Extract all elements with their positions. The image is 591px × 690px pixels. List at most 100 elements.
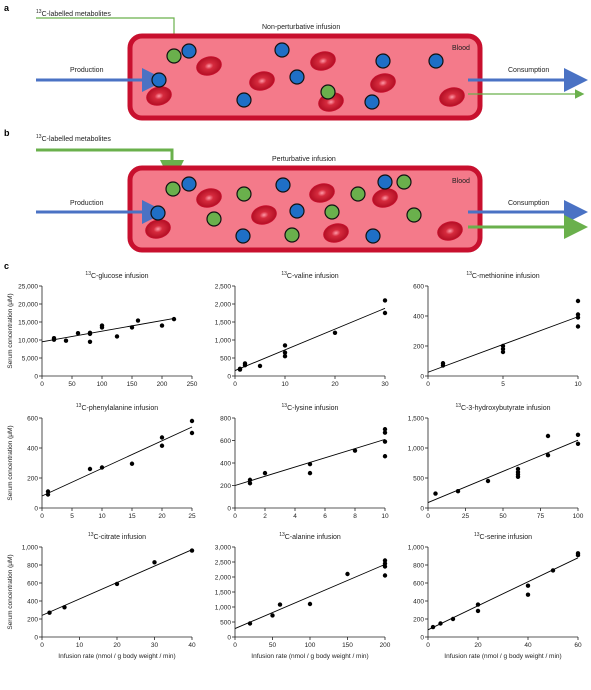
- panel-a: a 13C-labelled metabolites Non-perturbat…: [4, 3, 588, 121]
- data-point: [171, 316, 177, 322]
- y-tick-label: 3,000: [215, 544, 232, 551]
- data-point: [382, 454, 388, 459]
- data-point: [545, 433, 551, 439]
- data-point: [159, 323, 165, 328]
- y-tick-label: 0: [227, 634, 231, 641]
- y-tick-label: 800: [413, 562, 424, 569]
- y-tick-label: 15,000: [18, 319, 38, 326]
- chart-9: 13C-serine infusion 0 200 400 600 800 1,000 0 20…: [408, 532, 582, 660]
- y-tick-label: 800: [220, 415, 231, 422]
- chart-title: 13C-methionine infusion: [466, 271, 539, 280]
- panel-letter-a: a: [4, 3, 10, 13]
- red-blood-cell: [196, 56, 222, 76]
- y-tick-label: 1,000: [408, 544, 425, 551]
- y-tick-label: 2,500: [215, 283, 232, 290]
- x-tick-label: 20: [331, 381, 339, 388]
- x-tick-label: 4: [293, 513, 297, 520]
- x-tick-label: 0: [233, 381, 237, 388]
- y-tick-label: 0: [34, 373, 38, 380]
- data-point: [257, 363, 263, 369]
- green-metabolite-dot: [324, 204, 340, 220]
- data-point: [189, 430, 195, 436]
- x-tick-label: 10: [574, 381, 582, 388]
- x-tick-label: 50: [68, 381, 76, 388]
- chart-6: 13C-3-hydroxybutyrate infusion 0 500 1,000 1…: [408, 403, 584, 520]
- data-point: [152, 560, 157, 565]
- data-point: [382, 427, 388, 432]
- x-tick-label: 5: [501, 381, 505, 388]
- red-blood-cell: [145, 219, 171, 239]
- y-tick-label: 500: [220, 619, 231, 626]
- y-tick-label: 0: [34, 505, 38, 512]
- data-point: [87, 330, 93, 335]
- red-blood-cell: [370, 73, 396, 93]
- x-tick-label: 10: [98, 513, 106, 520]
- blood-vessel-a: [127, 33, 483, 121]
- data-point: [99, 323, 105, 328]
- green-metabolite-dot: [206, 211, 222, 227]
- y-tick-label: 200: [220, 483, 231, 490]
- data-point: [189, 548, 195, 553]
- data-point: [382, 430, 388, 435]
- y-tick-label: 10,000: [18, 337, 38, 344]
- chart-title: 13C-citrate infusion: [88, 532, 146, 541]
- red-blood-cell: [323, 223, 349, 243]
- data-point: [352, 448, 358, 453]
- y-tick-label: 2,000: [215, 301, 232, 308]
- fit-line: [427, 439, 579, 504]
- y-tick-label: 600: [220, 438, 231, 445]
- data-point: [575, 432, 581, 437]
- red-blood-cell: [196, 188, 222, 208]
- data-point: [247, 481, 253, 486]
- green-metabolite-dot: [236, 186, 252, 202]
- data-point: [450, 616, 456, 622]
- x-tick-label: 100: [573, 513, 584, 520]
- y-tick-label: 200: [27, 475, 38, 482]
- data-point: [382, 573, 388, 578]
- data-point: [382, 564, 388, 569]
- red-blood-cell: [146, 86, 172, 106]
- y-tick-label: 400: [220, 460, 231, 467]
- x-tick-label: 40: [188, 642, 196, 649]
- x-tick-label: 20: [474, 642, 482, 649]
- y-tick-label: 1,000: [215, 337, 232, 344]
- data-point: [545, 453, 551, 458]
- data-point: [307, 470, 313, 476]
- blue-metabolite-dot: [235, 228, 251, 244]
- red-blood-cell: [437, 221, 463, 241]
- data-point: [515, 474, 521, 479]
- x-axis-label: Infusion rate (nmol / g body weight / mi…: [444, 653, 561, 660]
- x-tick-label: 30: [151, 642, 159, 649]
- y-tick-label: 1,000: [408, 445, 425, 452]
- y-tick-label: 5,000: [22, 355, 39, 362]
- data-point: [247, 621, 253, 626]
- data-point: [433, 491, 438, 496]
- fit-line: [234, 307, 386, 372]
- data-point: [550, 568, 556, 573]
- y-tick-label: 1,000: [22, 544, 39, 551]
- x-tick-label: 20: [158, 513, 166, 520]
- x-tick-label: 0: [426, 642, 430, 649]
- panel-c-charts: 13C-glucose infusion05,00010,00015,00020…: [7, 271, 584, 660]
- y-tick-label: 500: [413, 475, 424, 482]
- fit-line: [41, 317, 175, 343]
- data-point: [277, 602, 283, 607]
- vessel-contents-b: [145, 174, 463, 244]
- data-point: [430, 624, 436, 630]
- vessel-title-b: Perturbative infusion: [272, 156, 336, 163]
- data-point: [282, 343, 288, 348]
- vessel-contents-a: [146, 42, 465, 112]
- x-tick-label: 200: [380, 642, 391, 649]
- blue-metabolite-dot: [377, 174, 393, 190]
- x-tick-label: 5: [70, 513, 74, 520]
- x-tick-label: 0: [426, 513, 430, 520]
- data-point: [440, 363, 446, 368]
- data-point: [129, 325, 135, 330]
- chart-title: 13C-3-hydroxybutyrate infusion: [455, 403, 550, 412]
- data-point: [99, 465, 105, 470]
- x-tick-label: 30: [381, 381, 389, 388]
- data-point: [262, 470, 268, 476]
- data-point: [87, 339, 93, 344]
- x-tick-label: 0: [40, 513, 44, 520]
